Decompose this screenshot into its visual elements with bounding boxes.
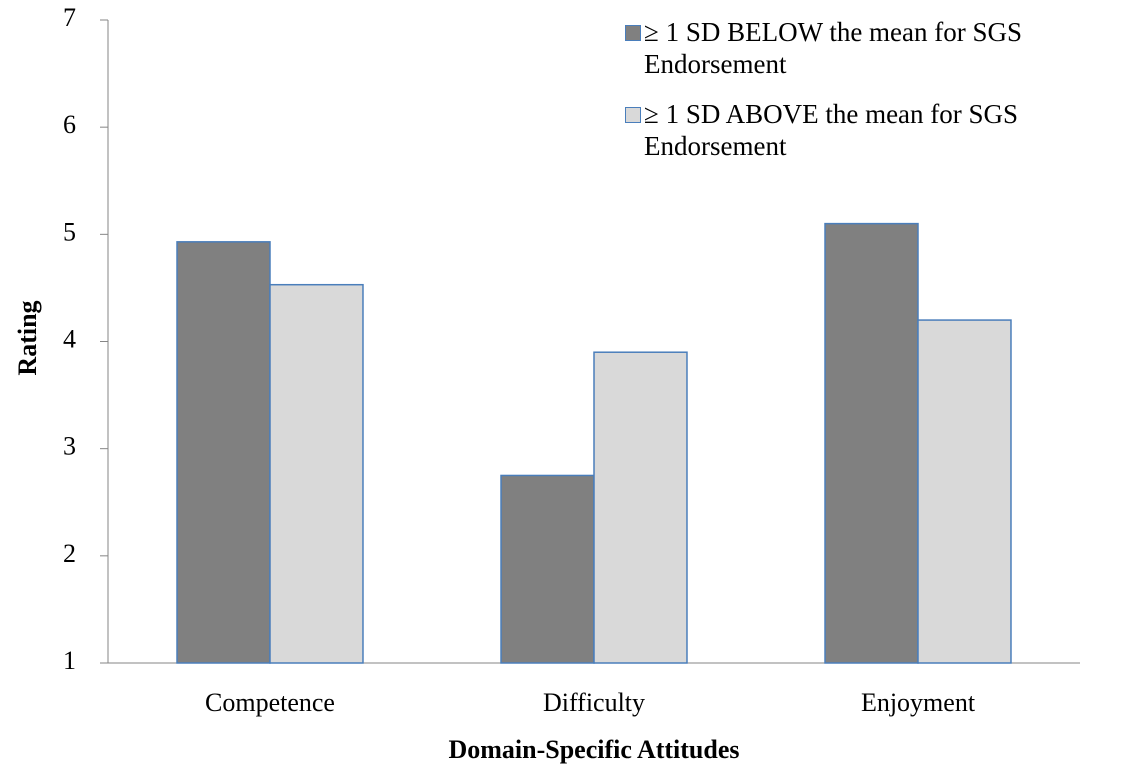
legend-label: ≥ 1 SD ABOVE the mean for SGS Endorsemen… xyxy=(644,99,1019,161)
y-axis-label: Rating xyxy=(13,300,42,375)
bar xyxy=(917,319,1012,664)
y-tick-label: 5 xyxy=(63,217,76,246)
x-tick-label: Difficulty xyxy=(543,688,645,717)
legend-swatch xyxy=(625,107,641,123)
y-tick-label: 4 xyxy=(63,324,76,353)
y-tick-label: 3 xyxy=(63,432,76,461)
legend-label: ≥ 1 SD BELOW the mean for SGS Endorsemen… xyxy=(644,17,1023,79)
y-tick-label: 2 xyxy=(63,539,76,568)
y-tick-label: 6 xyxy=(63,110,76,139)
bar xyxy=(176,241,271,664)
bar xyxy=(593,351,688,664)
y-tick-label: 1 xyxy=(63,646,76,675)
x-tick-label: Competence xyxy=(205,688,335,717)
y-tick-label: 7 xyxy=(63,3,76,32)
bar xyxy=(269,283,364,664)
legend-swatch xyxy=(625,25,641,41)
bar xyxy=(500,474,595,664)
bar xyxy=(824,222,919,664)
x-axis-label: Domain-Specific Attitudes xyxy=(448,735,739,764)
x-tick-label: Enjoyment xyxy=(861,688,976,717)
